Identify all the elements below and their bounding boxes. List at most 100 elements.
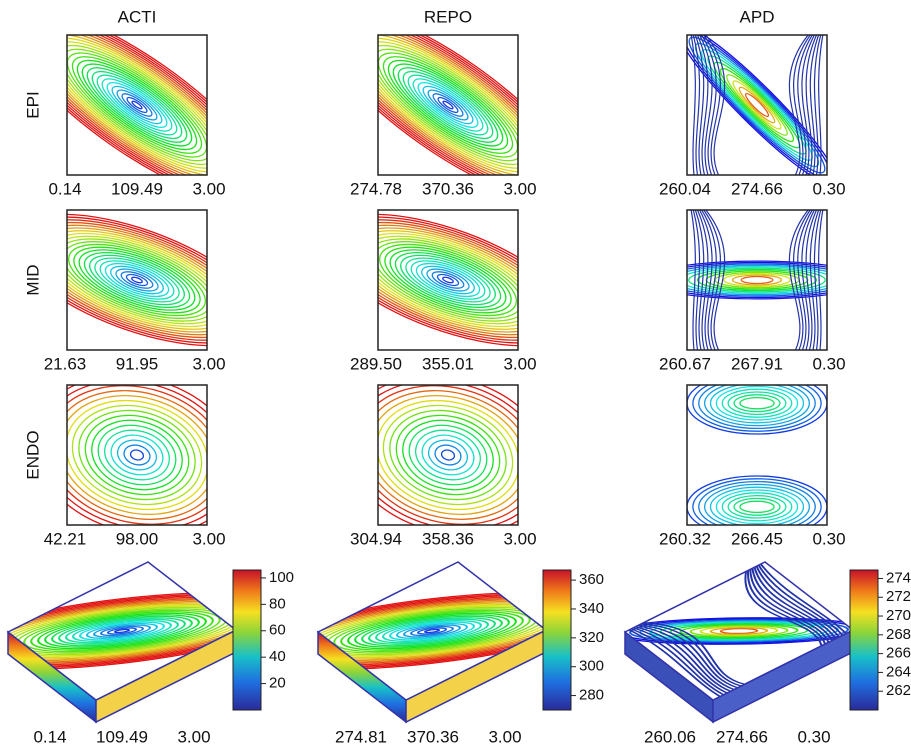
caption: 355.01 <box>422 354 474 373</box>
row-label: MID <box>23 264 42 295</box>
caption: 91.95 <box>116 354 159 373</box>
caption: 3.00 <box>192 529 225 548</box>
column-title: REPO <box>424 7 472 26</box>
colorbar-label: 272 <box>886 588 911 605</box>
contour <box>334 360 562 550</box>
colorbar <box>850 570 878 710</box>
row-label: ENDO <box>23 430 42 479</box>
caption: 3.00 <box>503 179 536 198</box>
colorbar-label: 262 <box>886 682 911 699</box>
contour <box>31 366 243 544</box>
caption: 3.00 <box>488 727 521 746</box>
caption: 289.50 <box>350 354 402 373</box>
caption: 0.14 <box>33 727 66 746</box>
contour <box>324 199 573 361</box>
caption: 3.00 <box>503 354 536 373</box>
contour <box>342 17 554 193</box>
caption: 0.14 <box>48 179 81 198</box>
caption: 370.36 <box>422 179 474 198</box>
contour <box>324 2 572 208</box>
caption: 98.00 <box>116 529 159 548</box>
contour <box>672 20 843 191</box>
caption: 0.30 <box>812 179 845 198</box>
colorbar-label: 100 <box>269 569 294 586</box>
caption: 267.91 <box>731 354 783 373</box>
contour <box>42 218 232 342</box>
colorbar-label: 270 <box>886 607 911 624</box>
contours <box>664 12 849 197</box>
caption: 3.00 <box>177 727 210 746</box>
colorbar-label: 320 <box>579 629 604 646</box>
contour <box>700 48 813 161</box>
contour <box>383 237 513 322</box>
contour <box>377 234 519 327</box>
contour <box>306 187 590 373</box>
caption: 370.36 <box>407 727 459 746</box>
contour <box>349 372 546 537</box>
column-title: ACTI <box>118 7 157 26</box>
contour <box>705 381 810 426</box>
contour <box>129 449 144 462</box>
contour <box>819 210 823 350</box>
caption: 266.45 <box>731 529 783 548</box>
contour <box>107 430 168 481</box>
caption: 21.63 <box>44 354 87 373</box>
caption: 3.00 <box>503 529 536 548</box>
contour <box>687 372 827 434</box>
contour <box>122 442 152 467</box>
caption: 3.00 <box>192 179 225 198</box>
contour <box>722 389 791 417</box>
caption: 304.94 <box>350 529 402 548</box>
contours <box>327 353 570 556</box>
contours <box>687 372 827 537</box>
contour-panel <box>327 353 570 556</box>
contours <box>645 210 869 350</box>
contour <box>741 277 773 284</box>
caption: 260.04 <box>659 179 711 198</box>
caption: 274.66 <box>716 727 768 746</box>
contour <box>31 17 243 193</box>
contours <box>16 353 259 556</box>
figure: ACTIREPOAPDEPI0.14109.493.00274.78370.36… <box>0 0 911 752</box>
contour <box>433 442 463 467</box>
contour-panel <box>16 353 259 556</box>
colorbar-label: 40 <box>269 648 286 665</box>
contour-panel <box>306 187 590 373</box>
caption: 0.30 <box>797 727 830 746</box>
colorbar-label: 300 <box>579 658 604 675</box>
contour <box>19 7 255 203</box>
colorbar-label: 266 <box>886 645 911 662</box>
contour <box>705 484 810 529</box>
colorbar-label: 60 <box>269 622 286 639</box>
colorbar-label: 20 <box>269 675 286 692</box>
contour <box>336 12 560 198</box>
contour <box>342 366 554 544</box>
caption: 274.81 <box>335 727 387 746</box>
contour <box>740 501 774 512</box>
contour <box>418 430 479 481</box>
contour <box>722 493 791 521</box>
contour <box>691 210 695 350</box>
contour <box>13 2 261 208</box>
contour <box>72 237 202 322</box>
contour-panel <box>664 12 849 197</box>
contour <box>440 449 455 462</box>
contour <box>740 398 774 409</box>
caption: 260.32 <box>659 529 711 548</box>
colorbar-label: 274 <box>886 569 911 586</box>
contour <box>318 195 579 365</box>
column-title: APD <box>740 7 775 26</box>
contour <box>38 372 235 537</box>
colorbar <box>233 570 261 710</box>
contour <box>687 476 827 538</box>
contour <box>96 253 179 307</box>
colorbar-label: 268 <box>886 626 911 643</box>
contour-panel <box>687 372 827 537</box>
caption: 3.00 <box>192 354 225 373</box>
contour <box>23 360 251 550</box>
contour <box>7 195 268 365</box>
contour <box>327 353 570 556</box>
contour-panel <box>645 210 869 350</box>
caption: 0.30 <box>812 354 845 373</box>
contour <box>48 222 226 338</box>
